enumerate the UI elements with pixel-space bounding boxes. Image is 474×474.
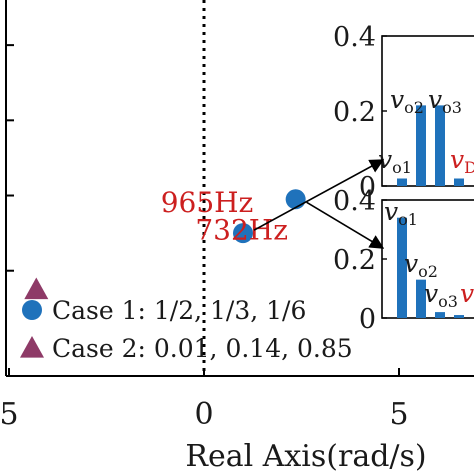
inset-bar [435, 312, 445, 318]
axis-labels: Real Axis(rad/s) [185, 439, 426, 474]
inset-bar [435, 105, 445, 186]
x-tick-label: 0 [194, 397, 213, 432]
point-label: 732Hz [195, 213, 288, 246]
inset-bar [454, 315, 464, 318]
main-axes: 5 0 5 [0, 0, 474, 432]
inset-y-tick-label: 0 [359, 172, 376, 203]
inset-annotation: vo1 [384, 197, 418, 229]
inset-annotation: vo3 [428, 85, 462, 117]
legend-label: Case 1: 1/2, 1/3, 1/6 [52, 296, 306, 325]
point-label: 965Hz [161, 186, 254, 219]
legend-marker [22, 300, 42, 320]
x-axis-label: Real Axis(rad/s) [185, 439, 426, 474]
pointer-arrow [253, 159, 385, 231]
data-point [285, 189, 306, 210]
inset-annotation: v [460, 279, 474, 308]
data-point [24, 277, 49, 300]
inset-y-tick-label: 0 [359, 304, 376, 335]
inset-frame [381, 35, 474, 187]
inset-y-tick-label: 0.4 [333, 186, 376, 217]
inset-bar [416, 105, 426, 186]
inset-bar [397, 217, 407, 318]
inset-bar [454, 178, 464, 186]
legend-marker [20, 336, 44, 358]
inset-annotation: vo3 [424, 279, 458, 311]
inset-annotation: vo2 [390, 85, 424, 117]
inset-annotation: vo2 [404, 249, 438, 281]
pointer-arrow [306, 201, 385, 249]
x-tick-label: 5 [0, 397, 19, 432]
x-tick-label: 5 [389, 397, 408, 432]
inset-y-tick-label: 0.2 [333, 245, 376, 276]
legend-label: Case 2: 0.01, 0.14, 0.85 [52, 334, 353, 363]
inset-bar [397, 178, 407, 186]
legend: Case 1: 1/2, 1/3, 1/6 Case 2: 0.01, 0.14,… [20, 296, 353, 363]
inset-bar [416, 279, 426, 318]
data-point [233, 223, 253, 244]
inset-y-tick-label: 0.2 [333, 97, 376, 128]
inset-y-tick-label: 0.4 [333, 22, 376, 53]
inset-annotation: vD [450, 145, 474, 177]
